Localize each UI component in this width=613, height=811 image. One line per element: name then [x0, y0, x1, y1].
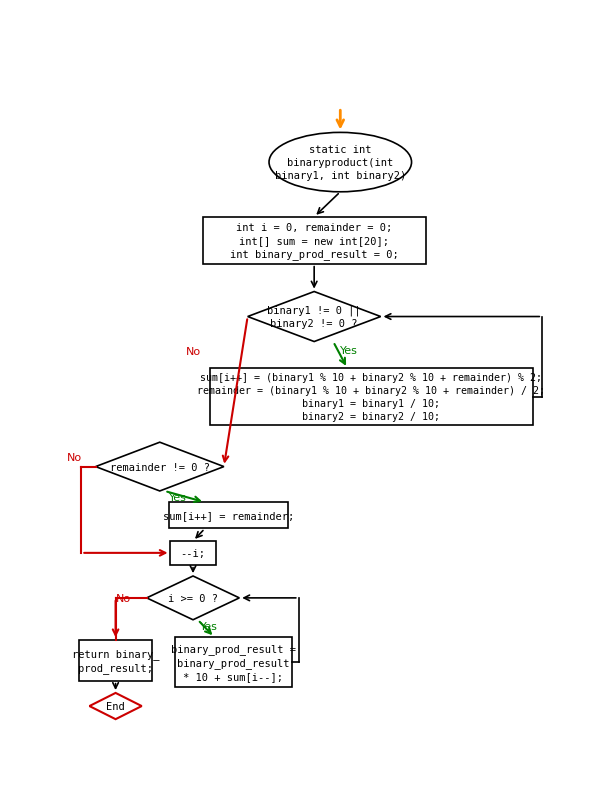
Text: sum[i++] = remainder;: sum[i++] = remainder; — [163, 511, 294, 521]
Text: No: No — [67, 453, 82, 463]
Bar — [175, 637, 292, 688]
Text: No: No — [116, 594, 131, 603]
Text: sum[i++] = (binary1 % 10 + binary2 % 10 + remainder) % 2;
remainder = (binary1 %: sum[i++] = (binary1 % 10 + binary2 % 10 … — [197, 372, 545, 422]
Text: Yes: Yes — [340, 345, 358, 355]
Text: return binary_
prod_result;: return binary_ prod_result; — [72, 648, 159, 673]
Bar — [210, 369, 533, 425]
Text: End: End — [106, 702, 125, 711]
Text: i >= 0 ?: i >= 0 ? — [168, 593, 218, 603]
Text: remainder != 0 ?: remainder != 0 ? — [110, 462, 210, 472]
Bar — [78, 641, 153, 681]
Text: static int
binaryproduct(int
binary1, int binary2): static int binaryproduct(int binary1, in… — [275, 144, 406, 181]
Bar — [202, 217, 426, 264]
Text: int i = 0, remainder = 0;
int[] sum = new int[20];
int binary_prod_result = 0;: int i = 0, remainder = 0; int[] sum = ne… — [230, 222, 398, 260]
Text: Yes: Yes — [169, 493, 187, 503]
Text: binary_prod_result =
binary_prod_result
* 10 + sum[i--];: binary_prod_result = binary_prod_result … — [171, 643, 296, 681]
Text: No: No — [186, 346, 201, 357]
Text: binary1 != 0 ||
binary2 != 0 ?: binary1 != 0 || binary2 != 0 ? — [267, 305, 361, 329]
Text: Yes: Yes — [200, 621, 218, 632]
Text: --i;: --i; — [180, 548, 205, 558]
Bar — [170, 541, 216, 565]
Bar — [169, 503, 288, 529]
